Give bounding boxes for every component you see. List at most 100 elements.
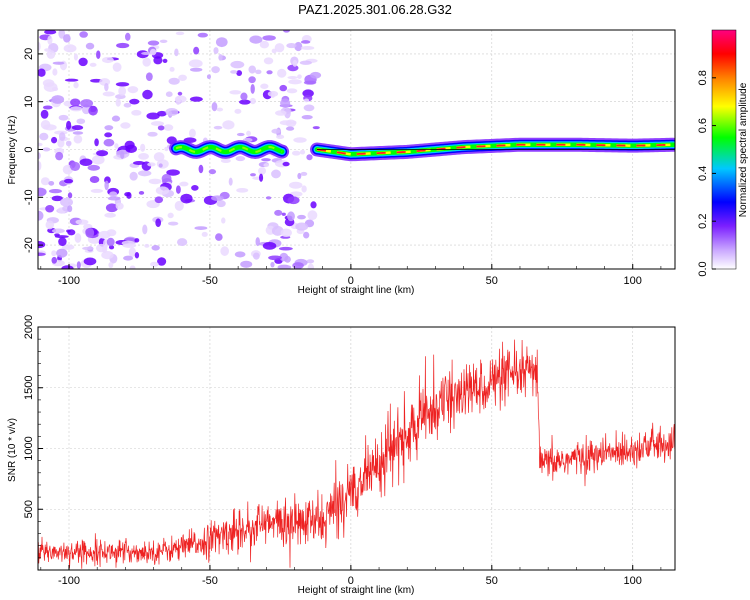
spectrogram-noise-blob xyxy=(240,260,253,268)
spectrogram-noise-blob xyxy=(76,118,86,125)
spectrogram-noise-blob xyxy=(38,187,47,197)
spectrogram-noise-blob xyxy=(193,46,200,55)
spectrogram-noise-blob xyxy=(174,200,184,211)
spectrogram-noise-blob xyxy=(127,86,139,94)
spectrogram-x-axis-label: Height of straight line (km) xyxy=(298,285,415,296)
spectrogram-noise-blob xyxy=(208,169,217,175)
spectrogram-noise-blob xyxy=(250,83,255,94)
spectrogram-noise-blob xyxy=(108,261,114,269)
spectrogram-noise-blob xyxy=(229,90,242,95)
spectrogram-noise-blob xyxy=(96,150,109,157)
spectrogram-noise-blob xyxy=(129,98,140,105)
spectrogram-noise-blob xyxy=(148,178,162,185)
spectrogram-noise-blob xyxy=(142,57,151,67)
spectrogram-noise-blob xyxy=(75,219,89,225)
spectrogram-noise-blob xyxy=(167,212,174,219)
spectrogram-noise-blob xyxy=(90,188,103,193)
spectrogram-noise-blob xyxy=(48,188,62,194)
spectrogram-noise-blob xyxy=(104,212,116,218)
spectrogram-noise-blob xyxy=(38,68,46,77)
spectrogram-noise-blob xyxy=(259,40,270,49)
spectrogram-noise-blob xyxy=(58,237,67,247)
spectrogram-noise-blob xyxy=(71,125,84,131)
spectrogram-noise-blob xyxy=(300,46,315,50)
spectrogram-noise-blob xyxy=(115,98,121,107)
spectrogram-noise-blob xyxy=(73,81,79,89)
spectrogram-noise-blob xyxy=(70,98,81,107)
spectrogram-noise-blob xyxy=(300,171,308,176)
spectrogram-y-tick-label: -10 xyxy=(23,189,35,205)
spectrogram-x-tick-label: -50 xyxy=(202,275,218,287)
snr-x-tick-label: 0 xyxy=(348,575,354,587)
spectrogram-noise-blob xyxy=(161,173,172,184)
spectrogram-noise-blob xyxy=(179,181,189,187)
spectrogram-noise-blob xyxy=(126,192,132,199)
spectrogram-noise-blob xyxy=(297,214,306,220)
spectrogram-noise-blob xyxy=(38,41,41,51)
spectrogram-noise-blob xyxy=(288,79,302,85)
spectrogram-noise-blob xyxy=(280,228,292,238)
spectrogram-noise-blob xyxy=(286,88,298,94)
spectrogram-noise-blob xyxy=(268,255,282,261)
spectrogram-noise-blob xyxy=(128,247,137,258)
spectrogram-noise-blob xyxy=(101,250,114,260)
spectrogram-noise-blob xyxy=(69,161,81,171)
spectrogram-noise-blob xyxy=(157,125,165,131)
spectrogram-noise-blob xyxy=(51,256,58,264)
spectrogram-noise-blob xyxy=(151,245,160,251)
spectrogram-noise-blob xyxy=(155,186,170,195)
spectrogram-noise-blob xyxy=(221,217,226,224)
spectrogram-noise-blob xyxy=(104,132,113,138)
spectrogram-noise-blob xyxy=(123,255,134,261)
spectrogram-noise-blob xyxy=(303,98,310,103)
spectrogram-noise-blob xyxy=(197,32,208,38)
spectrogram-noise-blob xyxy=(121,240,135,246)
spectrogram-noise-blob xyxy=(271,48,277,54)
spectrogram-noise-blob xyxy=(271,225,284,236)
spectrogram-noise-blob xyxy=(230,70,238,74)
spectrogram-noise-blob xyxy=(286,43,297,49)
chart-title: PAZ1.2025.301.06.28.G32 xyxy=(298,2,452,17)
spectrogram-noise-blob xyxy=(125,32,131,41)
spectrogram-noise-blob xyxy=(104,180,109,191)
spectrogram-noise-blob xyxy=(159,39,168,44)
snr-y-axis-label: SNR (10 * v/v) xyxy=(7,418,18,482)
spectrogram-noise-blob xyxy=(94,138,99,147)
spectrogram-noise-blob xyxy=(85,42,95,50)
spectrogram-noise-blob xyxy=(165,91,173,98)
spectrogram-noise-blob xyxy=(38,241,46,249)
spectrogram-noise-blob xyxy=(236,132,245,137)
spectrogram-noise-blob xyxy=(46,50,56,59)
spectrogram-noise-blob xyxy=(52,68,58,76)
spectrogram-noise-blob xyxy=(206,74,212,80)
snr-series-line xyxy=(38,339,675,569)
spectrogram-noise-blob xyxy=(67,192,73,199)
spectrogram-noise-blob xyxy=(72,131,84,135)
spectrogram-noise-blob xyxy=(95,243,107,253)
spectrogram-noise-blob xyxy=(52,61,65,65)
spectrogram-noise-blob xyxy=(274,209,283,216)
spectrogram-noise-blob xyxy=(201,231,208,237)
spectrogram-noise-blob xyxy=(118,86,127,96)
spectrogram-noise-blob xyxy=(271,169,281,179)
spectrogram-noise-blob xyxy=(250,173,256,177)
spectrogram-noise-blob xyxy=(65,140,72,147)
snr-background xyxy=(38,327,675,570)
spectrogram-noise-blob xyxy=(47,35,53,45)
spectrogram-noise-blob xyxy=(38,210,44,221)
spectrogram-noise-blob xyxy=(125,144,137,154)
spectrogram-noise-blob xyxy=(310,201,317,209)
spectrogram-noise-blob xyxy=(39,132,49,141)
spectrogram-noise-blob xyxy=(38,152,41,160)
colorbar-tick-label: 0.2 xyxy=(697,214,709,229)
spectrogram-noise-blob xyxy=(235,156,246,162)
spectrogram-noise-blob xyxy=(307,263,315,269)
snr-y-tick-label: 2000 xyxy=(23,315,35,339)
spectrogram-noise-blob xyxy=(164,146,169,152)
spectrogram-noise-blob xyxy=(40,109,49,119)
spectrogram-noise-blob xyxy=(120,151,125,160)
spectrogram-noise-blob xyxy=(188,59,203,68)
spectrogram-noise-blob xyxy=(218,54,223,61)
spectrogram-noise-blob xyxy=(40,177,50,186)
spectrogram-noise-blob xyxy=(79,158,93,167)
